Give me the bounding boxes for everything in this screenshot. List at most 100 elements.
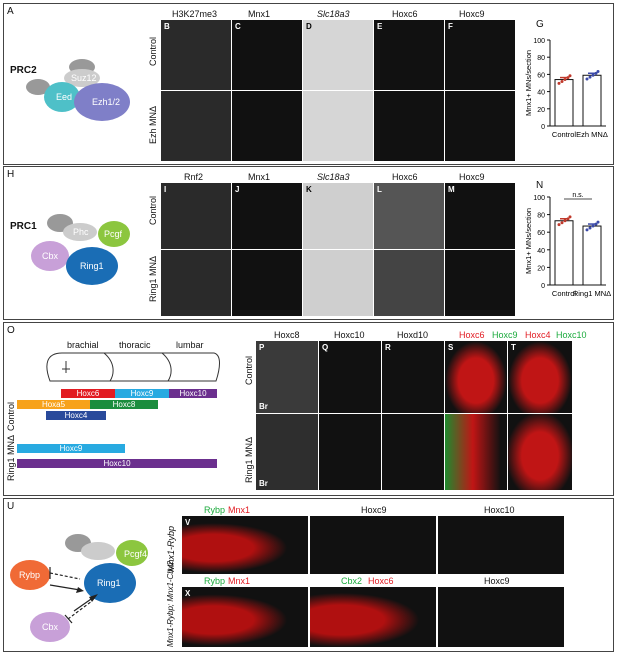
subpanel-letter: Q bbox=[322, 343, 329, 352]
v-header-c: Hoxc9 bbox=[361, 505, 387, 515]
y-axis-label: Mnx1+ MNs/section bbox=[524, 208, 533, 274]
region-label: lumbar bbox=[176, 340, 204, 350]
subpanel-letter: I bbox=[164, 185, 167, 194]
data-point bbox=[557, 223, 561, 227]
col-header: Mnx1 bbox=[248, 172, 271, 182]
micrograph bbox=[182, 587, 308, 647]
ring1-label: Ring1 bbox=[97, 578, 121, 588]
data-point bbox=[566, 76, 570, 80]
col-header: Hoxc6 bbox=[392, 172, 418, 182]
x-header-b: Mnx1 bbox=[228, 576, 251, 586]
micrograph bbox=[303, 183, 373, 249]
micrograph bbox=[303, 91, 373, 161]
subpanel-letter: X bbox=[185, 589, 191, 598]
micrograph bbox=[319, 341, 381, 413]
micrograph bbox=[232, 91, 302, 161]
col-header: Hoxc6 bbox=[392, 9, 418, 19]
prc2-schematic bbox=[26, 59, 130, 121]
data-point bbox=[588, 75, 592, 79]
x-header-d: Hoxc6 bbox=[368, 576, 394, 586]
col-header: H3K27me3 bbox=[172, 9, 218, 19]
micrograph bbox=[438, 587, 564, 647]
row-label: Control bbox=[6, 401, 16, 431]
spinal-cord-diagram bbox=[46, 352, 220, 382]
subpanel-letter: T bbox=[511, 343, 516, 352]
data-point bbox=[560, 79, 564, 83]
data-point bbox=[596, 69, 600, 73]
data-point bbox=[563, 78, 567, 82]
y-tick-label: 60 bbox=[537, 72, 545, 79]
y-tick-label: 20 bbox=[537, 107, 545, 114]
data-point bbox=[568, 74, 572, 78]
t-header-a: Hoxc4 bbox=[525, 330, 551, 340]
t-header-b: Hoxc10 bbox=[556, 330, 587, 340]
cbx-label: Cbx bbox=[42, 251, 59, 261]
data-point bbox=[596, 220, 600, 224]
x-header-e: Hoxc9 bbox=[484, 576, 510, 586]
micrograph bbox=[161, 183, 231, 249]
ring1-label: Ring1 bbox=[80, 261, 104, 271]
v-header-b: Mnx1 bbox=[228, 505, 251, 515]
y-tick-label: 0 bbox=[541, 283, 545, 290]
row-label: Control bbox=[148, 36, 158, 66]
data-point bbox=[591, 73, 595, 77]
micrograph bbox=[161, 20, 231, 90]
br-label: Br bbox=[259, 402, 268, 411]
s-header-a: Hoxc6 bbox=[459, 330, 485, 340]
hox-bar: Hoxa5 bbox=[17, 400, 90, 409]
bar bbox=[554, 79, 574, 127]
row-label: Mnx1-Rybp; Mnx1-Cbx2 bbox=[166, 560, 175, 647]
micrograph bbox=[182, 516, 308, 574]
micrograph bbox=[508, 414, 572, 490]
rybp-schematic bbox=[10, 534, 148, 642]
x-tick-label: Ring1 MNΔ bbox=[573, 289, 611, 298]
y-tick-label: 80 bbox=[537, 55, 545, 62]
hox-bar: Hoxc4 bbox=[46, 411, 106, 420]
col-header: Mnx1 bbox=[248, 9, 271, 19]
micrograph bbox=[374, 183, 444, 249]
phc-label: Phc bbox=[73, 227, 89, 237]
pcgf-label: Pcgf bbox=[104, 229, 123, 239]
bar bbox=[582, 225, 602, 286]
col-header: Rnf2 bbox=[184, 172, 204, 182]
micrograph bbox=[232, 250, 302, 316]
micrograph bbox=[382, 341, 444, 413]
y-tick-label: 20 bbox=[537, 265, 545, 272]
x-header-a: Rybp bbox=[204, 576, 226, 586]
subpanel-letter: V bbox=[185, 518, 191, 527]
v-header-a: Rybp bbox=[204, 505, 226, 515]
col-header: Hoxc9 bbox=[459, 172, 485, 182]
br-label: Br bbox=[259, 479, 268, 488]
micrograph bbox=[445, 341, 507, 413]
subpanel-letter: F bbox=[448, 22, 453, 31]
col-header: Hoxd10 bbox=[397, 330, 429, 340]
x-tick-label: Ezh MNΔ bbox=[576, 130, 608, 139]
subpanel-letter: J bbox=[235, 185, 240, 194]
significance-label: n.s. bbox=[572, 192, 583, 199]
data-point bbox=[585, 228, 589, 232]
chart-letter: N bbox=[536, 180, 544, 191]
micrograph bbox=[310, 587, 436, 647]
subpanel-letter: P bbox=[259, 343, 265, 352]
data-point bbox=[594, 71, 598, 75]
micrograph bbox=[310, 516, 436, 574]
panel-u: U Pcgf4 Ring1 Rybp Cbx Mnx1-Rybp Mnx1-Ry… bbox=[3, 498, 614, 652]
panel-letter: H bbox=[7, 169, 15, 180]
data-point bbox=[560, 221, 564, 225]
cbx-label: Cbx bbox=[42, 622, 59, 632]
micrograph bbox=[232, 20, 302, 90]
y-axis-label: Mnx1+ MNs/section bbox=[524, 50, 533, 116]
micrograph bbox=[256, 341, 318, 413]
data-point bbox=[566, 217, 570, 221]
y-tick-label: 60 bbox=[537, 230, 545, 237]
micrograph bbox=[445, 414, 507, 490]
s-header-b: Hoxc9 bbox=[492, 330, 518, 340]
v-header-d: Hoxc10 bbox=[484, 505, 515, 515]
complex-name: PRC1 bbox=[10, 221, 37, 232]
hox-bar: Hoxc10 bbox=[169, 389, 217, 398]
data-point bbox=[594, 222, 598, 226]
x-tick-label: Control bbox=[552, 289, 577, 298]
col-header: Slc18a3 bbox=[317, 9, 350, 19]
micrograph bbox=[438, 516, 564, 574]
